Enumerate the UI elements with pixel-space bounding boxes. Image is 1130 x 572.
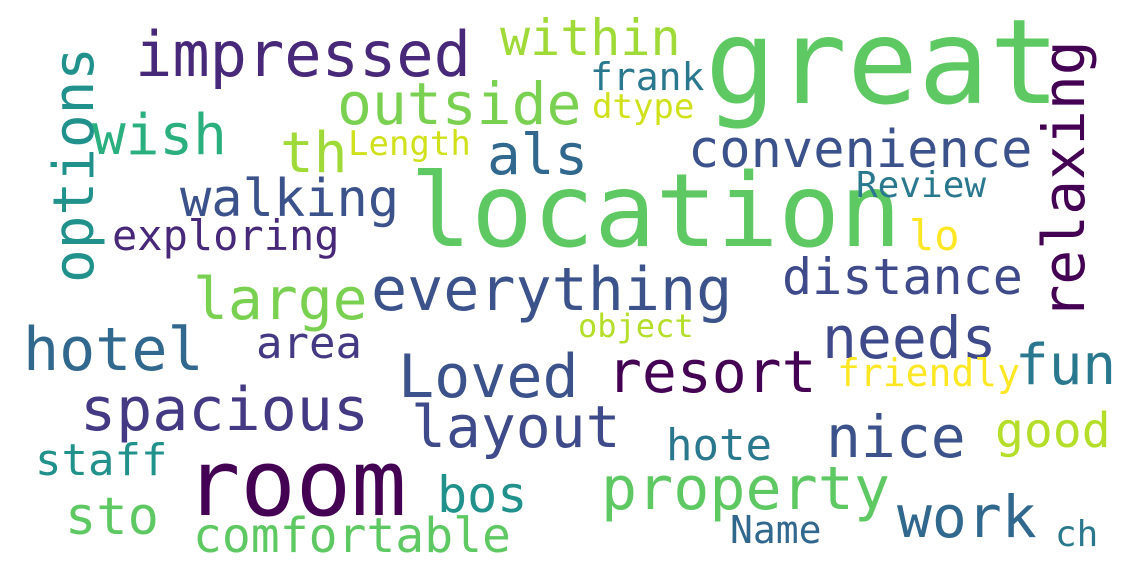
word-object: object (578, 307, 694, 345)
word-comfortable: comfortable (193, 508, 511, 564)
word-nice: nice (826, 403, 966, 471)
word-resort: resort (607, 338, 817, 406)
word-fun: fun (1015, 333, 1117, 398)
word-name: Name (730, 508, 822, 552)
word-bos: bos (437, 466, 528, 524)
word-layout: layout (411, 393, 621, 461)
word-outside: outside (337, 70, 582, 138)
word-location: location (410, 152, 902, 271)
word-review: Review (856, 165, 987, 206)
word-property: property (601, 454, 890, 524)
word-hotel: hotel (23, 315, 204, 385)
word-loved: Loved (398, 342, 579, 412)
word-everything: everything (371, 255, 733, 325)
word-friendly: friendly (837, 351, 1021, 395)
word-sto: sto (65, 487, 159, 547)
word-convenience: convenience (688, 120, 1033, 180)
word-area: area (256, 318, 362, 369)
word-spacious: spacious (80, 375, 369, 445)
word-hote: hote (666, 420, 772, 471)
word-distance: distance (782, 248, 1023, 306)
word-ch: ch (1055, 514, 1099, 555)
word-room: room (185, 430, 407, 537)
word-relaxing: relaxing (1030, 40, 1098, 320)
word-work: work (897, 483, 1037, 551)
word-frank: frank (590, 55, 705, 99)
word-lo: lo (909, 211, 960, 260)
word-als: als (487, 123, 589, 188)
word-wish: wish (92, 103, 227, 168)
word-dtype: dtype (592, 87, 695, 127)
word-th: th (280, 121, 348, 186)
word-needs: needs (822, 304, 997, 372)
word-walking: walking (180, 169, 400, 229)
word-great: great (705, 0, 1061, 131)
word-impressed: impressed (135, 18, 471, 91)
word-good: good (995, 403, 1111, 459)
word-staff: staff (35, 435, 168, 486)
word-exploring: exploring (112, 211, 340, 260)
word-length: Length (348, 124, 471, 164)
word-large: large (193, 265, 368, 333)
word-within: within (500, 9, 681, 67)
